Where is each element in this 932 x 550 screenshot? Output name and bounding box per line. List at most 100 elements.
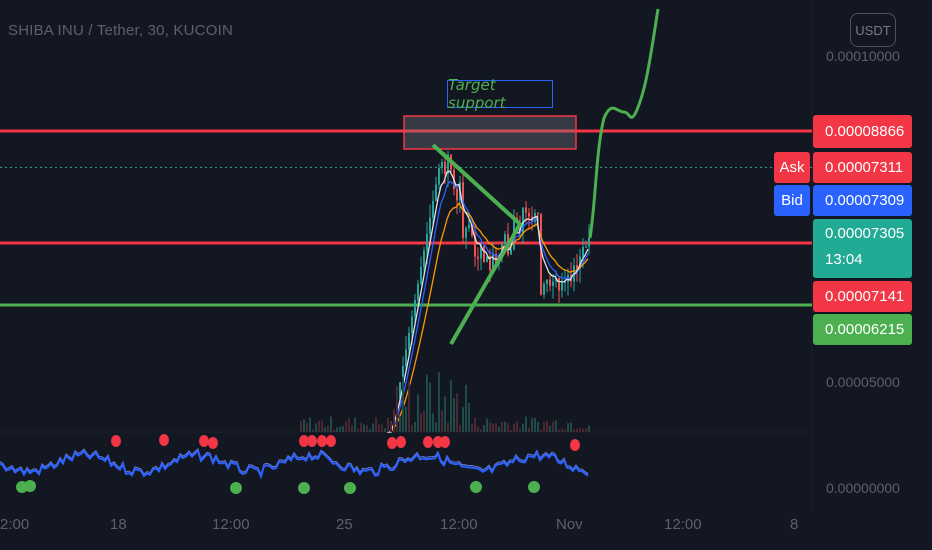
buy-marker xyxy=(470,481,482,493)
sell-marker xyxy=(440,436,450,448)
volume-bars xyxy=(300,372,590,432)
time-tick: 12:00 xyxy=(440,516,478,533)
ask-price-tag: 0.00007311 xyxy=(813,152,912,183)
volume-bar xyxy=(525,416,527,432)
candle-body xyxy=(546,279,548,284)
volume-bar xyxy=(489,422,491,432)
volume-bar xyxy=(414,421,416,432)
volume-bar xyxy=(378,424,380,432)
volume-bar xyxy=(429,382,431,432)
candle-body xyxy=(549,279,551,286)
buy-marker xyxy=(24,480,36,492)
volume-bar xyxy=(363,424,365,432)
volume-bar xyxy=(300,420,302,432)
time-tick: 2:00 xyxy=(0,516,30,533)
mid-level-price-tag: 0.00007141 xyxy=(813,281,912,312)
volume-bar xyxy=(384,428,386,432)
sell-marker xyxy=(396,436,406,448)
time-tick: Nov xyxy=(556,516,583,533)
volume-bar xyxy=(336,427,338,432)
bid-price-tag: 0.00007309 xyxy=(813,185,912,216)
volume-bar xyxy=(327,425,329,432)
volume-bar xyxy=(534,418,536,432)
volume-bar xyxy=(369,429,371,432)
volume-bar xyxy=(471,423,473,432)
candle-body xyxy=(405,349,407,366)
bid-label: Bid xyxy=(774,185,810,216)
volume-bar xyxy=(477,426,479,432)
target-support-annotation[interactable]: Target support xyxy=(447,76,553,112)
buy-marker xyxy=(230,482,242,494)
candle-body xyxy=(585,246,587,248)
triangle-pattern xyxy=(431,143,522,345)
moving-average-2 xyxy=(387,170,589,433)
candle-body xyxy=(390,432,392,433)
volume-bar xyxy=(549,425,551,432)
candle-body xyxy=(456,189,458,201)
volume-bar xyxy=(360,423,362,432)
candle-body xyxy=(441,161,443,168)
sell-marker xyxy=(307,435,317,447)
volume-bar xyxy=(474,417,476,432)
volume-bar xyxy=(330,416,332,432)
sell-marker xyxy=(111,435,121,447)
candle-body xyxy=(444,161,446,174)
volume-bar xyxy=(555,420,557,432)
volume-bar xyxy=(354,417,356,432)
volume-bar xyxy=(447,422,449,432)
resistance-price-tag: 0.00008866 xyxy=(813,115,912,148)
candle-body xyxy=(552,281,554,286)
volume-bar xyxy=(381,424,383,432)
volume-bar xyxy=(366,425,368,432)
sell-marker xyxy=(299,435,309,447)
candle-body xyxy=(435,184,437,201)
volume-bar xyxy=(351,425,353,432)
candle-body xyxy=(582,247,584,257)
time-tick: 25 xyxy=(336,516,353,533)
price-tick: 0.00005000 xyxy=(826,374,900,390)
volume-bar xyxy=(546,421,548,432)
moving-average-1 xyxy=(387,202,589,433)
buy-marker xyxy=(298,482,310,494)
candle-body xyxy=(411,316,413,333)
candle-body xyxy=(468,224,470,228)
time-tick: 12:00 xyxy=(212,516,250,533)
volume-bar xyxy=(432,413,434,432)
sell-marker xyxy=(326,435,336,447)
candle-body xyxy=(477,256,479,259)
target-support-box xyxy=(403,115,577,150)
sell-marker xyxy=(199,435,209,447)
volume-bar xyxy=(402,376,404,432)
candle-body xyxy=(474,235,476,257)
sell-marker xyxy=(387,437,397,449)
volume-bar xyxy=(561,428,563,432)
candle-body xyxy=(426,234,428,251)
volume-bar xyxy=(399,416,401,432)
candle-body xyxy=(558,278,560,291)
oscillator-line xyxy=(0,449,589,480)
volume-bar xyxy=(522,423,524,432)
volume-bar xyxy=(573,428,575,432)
volume-bar xyxy=(570,422,572,432)
volume-bar xyxy=(507,423,509,432)
volume-bar xyxy=(306,422,308,432)
candle-body xyxy=(402,366,404,383)
volume-bar xyxy=(318,420,320,432)
volume-bar xyxy=(516,421,518,432)
candle-body xyxy=(504,234,506,244)
candle-body xyxy=(522,207,524,234)
buy-marker xyxy=(344,482,356,494)
volume-bar xyxy=(393,409,395,432)
candle-body xyxy=(555,278,557,282)
volume-bar xyxy=(342,425,344,432)
volume-bar xyxy=(588,425,590,432)
volume-bar xyxy=(504,421,506,432)
candle-body xyxy=(576,265,578,269)
candle-body xyxy=(564,282,566,284)
volume-bar xyxy=(441,409,443,432)
currency-badge[interactable]: USDT xyxy=(850,13,896,47)
volume-bar xyxy=(483,425,485,432)
candle-body xyxy=(447,154,449,174)
candle-body xyxy=(438,168,440,185)
